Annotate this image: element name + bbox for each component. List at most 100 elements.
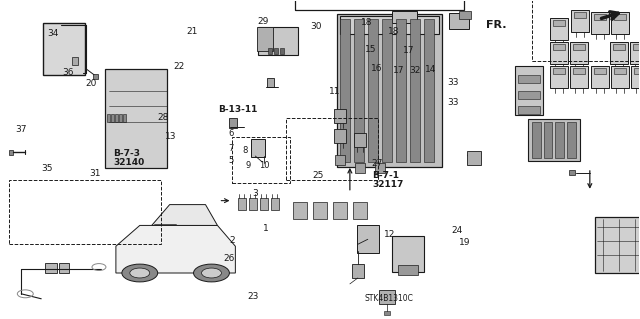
Bar xyxy=(449,13,469,29)
Bar xyxy=(553,68,565,74)
Text: 27: 27 xyxy=(371,160,382,168)
Bar xyxy=(44,23,85,75)
Bar xyxy=(93,74,99,79)
Text: 33: 33 xyxy=(447,78,459,87)
Bar xyxy=(614,68,626,74)
Bar xyxy=(259,27,298,55)
Text: 7: 7 xyxy=(228,144,234,153)
Bar xyxy=(267,78,274,87)
Bar xyxy=(10,150,13,154)
Polygon shape xyxy=(116,226,236,273)
Text: 32117: 32117 xyxy=(372,180,404,189)
Bar xyxy=(59,263,69,273)
Bar xyxy=(252,139,265,157)
Bar xyxy=(594,68,605,74)
Text: 22: 22 xyxy=(173,62,185,71)
Bar xyxy=(424,19,433,162)
Bar xyxy=(115,115,118,122)
Text: B-7-1: B-7-1 xyxy=(372,171,399,181)
Text: 34: 34 xyxy=(47,28,59,38)
Bar xyxy=(354,19,364,162)
Text: 35: 35 xyxy=(41,165,52,174)
Bar xyxy=(392,11,417,23)
Bar xyxy=(250,198,257,210)
Bar xyxy=(570,42,588,64)
Circle shape xyxy=(202,268,221,278)
Circle shape xyxy=(193,264,229,282)
Bar xyxy=(354,133,366,147)
Bar xyxy=(573,68,585,74)
Bar xyxy=(274,48,278,54)
Bar xyxy=(591,12,609,34)
Bar xyxy=(313,202,327,219)
Text: 12: 12 xyxy=(384,230,395,239)
Bar xyxy=(392,236,424,272)
Bar xyxy=(232,137,290,183)
Text: 20: 20 xyxy=(86,79,97,88)
Text: 5: 5 xyxy=(228,156,234,165)
Text: 17: 17 xyxy=(403,46,414,55)
Bar xyxy=(518,75,540,83)
Circle shape xyxy=(122,264,157,282)
Text: 30: 30 xyxy=(310,22,321,31)
Bar xyxy=(532,122,541,158)
Bar xyxy=(293,202,307,219)
Bar xyxy=(556,122,564,158)
Bar xyxy=(396,19,406,162)
Bar xyxy=(568,122,577,158)
Bar xyxy=(335,155,345,165)
Polygon shape xyxy=(152,204,218,226)
Bar xyxy=(610,42,628,64)
Text: 36: 36 xyxy=(62,68,74,77)
Bar xyxy=(632,44,640,50)
Text: 32: 32 xyxy=(409,66,420,75)
Bar xyxy=(630,66,640,88)
Bar xyxy=(105,69,166,168)
Bar xyxy=(532,0,640,61)
Text: 18: 18 xyxy=(388,26,399,36)
Text: 37: 37 xyxy=(15,125,27,134)
Bar xyxy=(573,44,585,50)
Bar xyxy=(334,129,346,143)
Text: B-7-3: B-7-3 xyxy=(113,149,140,158)
Text: 26: 26 xyxy=(223,254,234,263)
Bar xyxy=(467,151,481,165)
Bar xyxy=(591,66,609,88)
Text: 8: 8 xyxy=(243,146,248,155)
Text: 24: 24 xyxy=(451,226,463,235)
Text: STK4B1310C: STK4B1310C xyxy=(365,294,413,303)
Bar xyxy=(375,163,385,173)
Bar xyxy=(612,44,625,50)
Bar xyxy=(381,19,392,162)
Bar xyxy=(229,118,237,128)
Bar xyxy=(340,19,350,162)
Bar xyxy=(515,66,543,115)
Bar xyxy=(571,10,589,32)
Text: 15: 15 xyxy=(365,45,376,54)
Bar xyxy=(460,11,471,19)
Text: FR.: FR. xyxy=(486,20,506,30)
Bar xyxy=(553,44,565,50)
Text: 1: 1 xyxy=(262,224,268,233)
Text: 18: 18 xyxy=(361,18,372,27)
Bar xyxy=(334,109,346,123)
Text: 32140: 32140 xyxy=(113,158,144,167)
Bar xyxy=(368,19,378,162)
Text: 19: 19 xyxy=(459,238,470,247)
Bar xyxy=(257,27,273,51)
Text: 28: 28 xyxy=(157,113,169,122)
Text: 6: 6 xyxy=(228,129,234,138)
Text: 11: 11 xyxy=(329,87,340,96)
Bar xyxy=(397,265,417,275)
Bar xyxy=(569,170,575,175)
Text: 3: 3 xyxy=(252,189,257,197)
Text: 17: 17 xyxy=(393,66,404,75)
Bar xyxy=(594,14,605,20)
Text: 25: 25 xyxy=(312,171,324,180)
Bar xyxy=(45,263,57,273)
Bar xyxy=(550,18,568,40)
Bar xyxy=(352,264,364,278)
Bar xyxy=(630,42,640,64)
Bar xyxy=(634,68,640,74)
Bar xyxy=(72,57,78,65)
